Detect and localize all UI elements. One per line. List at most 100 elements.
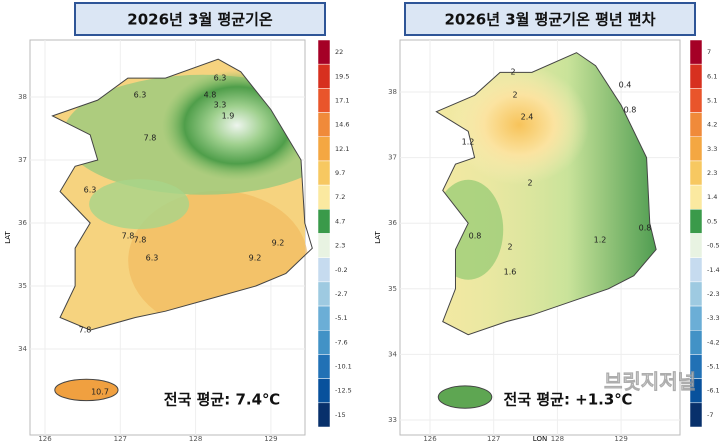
panel-title: 2026년 3월 평균기온 — [127, 11, 273, 29]
contour-label: 6.3 — [134, 91, 147, 100]
colorbar-label: 4.2 — [707, 121, 717, 129]
colorbar-label: 2.3 — [707, 169, 717, 177]
y-tick-label: 37 — [388, 154, 397, 162]
contour-label: 0.8 — [624, 106, 637, 115]
map-fill — [54, 377, 119, 401]
colorbar-swatch — [317, 257, 331, 283]
contour-label: 3.3 — [214, 101, 227, 110]
average-label: 전국 평균: +1.3℃ — [504, 391, 633, 409]
colorbar-label: 14.6 — [335, 121, 349, 129]
colorbar-swatch — [317, 209, 331, 234]
colorbar-label: -4.2 — [707, 338, 720, 346]
x-tick-label: 126 — [423, 435, 437, 442]
colorbar-label: -2.3 — [707, 290, 720, 298]
colorbar-swatch — [317, 354, 331, 379]
colorbar-label: 2.3 — [335, 242, 345, 250]
panel-title: 2026년 3월 평균기온 평년 편차 — [444, 11, 655, 29]
colorbar-swatch — [689, 330, 703, 355]
contour-label: 6.3 — [146, 254, 159, 263]
x-tick-label: 128 — [189, 435, 202, 442]
contour-label: 2 — [510, 68, 515, 77]
colorbar-label: 12.1 — [335, 145, 349, 153]
colorbar-label: 7 — [707, 48, 711, 56]
x-tick-label: 126 — [38, 435, 52, 442]
colorbar-label: -5.1 — [707, 363, 720, 371]
colorbar-label: -15 — [335, 411, 346, 419]
y-tick-label: 34 — [18, 345, 27, 353]
y-tick-label: 38 — [388, 88, 397, 96]
colorbar-label: -0.2 — [335, 266, 348, 274]
contour-label: 2 — [527, 179, 532, 188]
x-tick-label: 129 — [614, 435, 627, 442]
x-tick-label: 127 — [114, 435, 127, 442]
map-fill — [449, 64, 590, 185]
colorbar-swatch — [317, 330, 331, 355]
colorbar-label: 1.4 — [707, 193, 717, 201]
colorbar-label: -3.3 — [707, 314, 720, 322]
y-tick-label: 33 — [388, 416, 397, 424]
colorbar-swatch — [317, 305, 331, 331]
y-tick-label: 36 — [18, 219, 27, 227]
colorbar-swatch — [689, 184, 703, 210]
colorbar-label: 6.1 — [707, 72, 717, 80]
colorbar-label: 0.5 — [707, 217, 717, 225]
contour-label: 7.8 — [79, 326, 92, 335]
colorbar-swatch — [689, 281, 703, 307]
colorbar-label: -2.7 — [335, 290, 348, 298]
colorbar-swatch — [689, 160, 703, 186]
colorbar-swatch — [689, 39, 703, 65]
colorbar-swatch — [317, 281, 331, 307]
colorbar-swatch — [317, 112, 331, 137]
y-axis-label: LAT — [374, 230, 382, 243]
x-tick-label: 127 — [487, 435, 500, 442]
colorbar-label: 7.2 — [335, 193, 345, 201]
colorbar-swatch — [317, 63, 331, 89]
contour-label: 1.2 — [462, 138, 475, 147]
map-fill — [89, 179, 190, 230]
watermark: 브릿지저널 — [604, 370, 696, 394]
colorbar-label: 9.7 — [335, 169, 345, 177]
contour-label: 7.8 — [144, 134, 157, 143]
colorbar-swatch — [317, 378, 331, 404]
colorbar-label: -10.1 — [335, 363, 352, 371]
x-tick-label: 129 — [264, 435, 277, 442]
contour-label: 7.8 — [122, 232, 135, 241]
contour-label: 9.2 — [249, 254, 262, 263]
colorbar-swatch — [317, 402, 331, 428]
map-fill — [436, 385, 498, 409]
coastline — [51, 58, 313, 331]
contour-label: 0.8 — [639, 224, 652, 233]
contour-label: 7.8 — [134, 236, 147, 245]
y-tick-label: 35 — [388, 285, 397, 293]
colorbar-swatch — [689, 88, 703, 113]
contour-label: 10.7 — [91, 388, 109, 397]
contour-label: 6.3 — [214, 74, 227, 83]
y-tick-label: 34 — [388, 350, 397, 358]
coastline — [435, 52, 657, 336]
x-axis-label: LON — [533, 435, 547, 442]
contour-label: 0.4 — [619, 81, 632, 90]
coastline — [437, 385, 493, 409]
contour-label: 2 — [512, 91, 517, 100]
colorbar-swatch — [689, 257, 703, 283]
colorbar-label: -7.6 — [335, 338, 348, 346]
y-tick-label: 36 — [388, 219, 397, 227]
colorbar-swatch — [689, 136, 703, 162]
contour-label: 2 — [507, 243, 512, 252]
contour-label: 1.6 — [504, 268, 517, 277]
contour-label: 9.2 — [272, 239, 285, 248]
colorbar-label: 3.3 — [707, 145, 717, 153]
colorbar-swatch — [317, 233, 331, 258]
contour-label: 2.4 — [521, 113, 534, 122]
contour-label: 0.8 — [469, 232, 482, 241]
colorbar-swatch — [689, 305, 703, 331]
title-box — [74, 2, 326, 36]
colorbar-label: -1.4 — [707, 266, 720, 274]
coastline — [54, 378, 119, 402]
colorbar-label: -12.5 — [335, 387, 352, 395]
colorbar-label: 19.5 — [335, 72, 349, 80]
colorbar-swatch — [317, 136, 331, 162]
colorbar-label: 22 — [335, 48, 343, 56]
colorbar-swatch — [689, 402, 703, 428]
colorbar-swatch — [689, 233, 703, 258]
